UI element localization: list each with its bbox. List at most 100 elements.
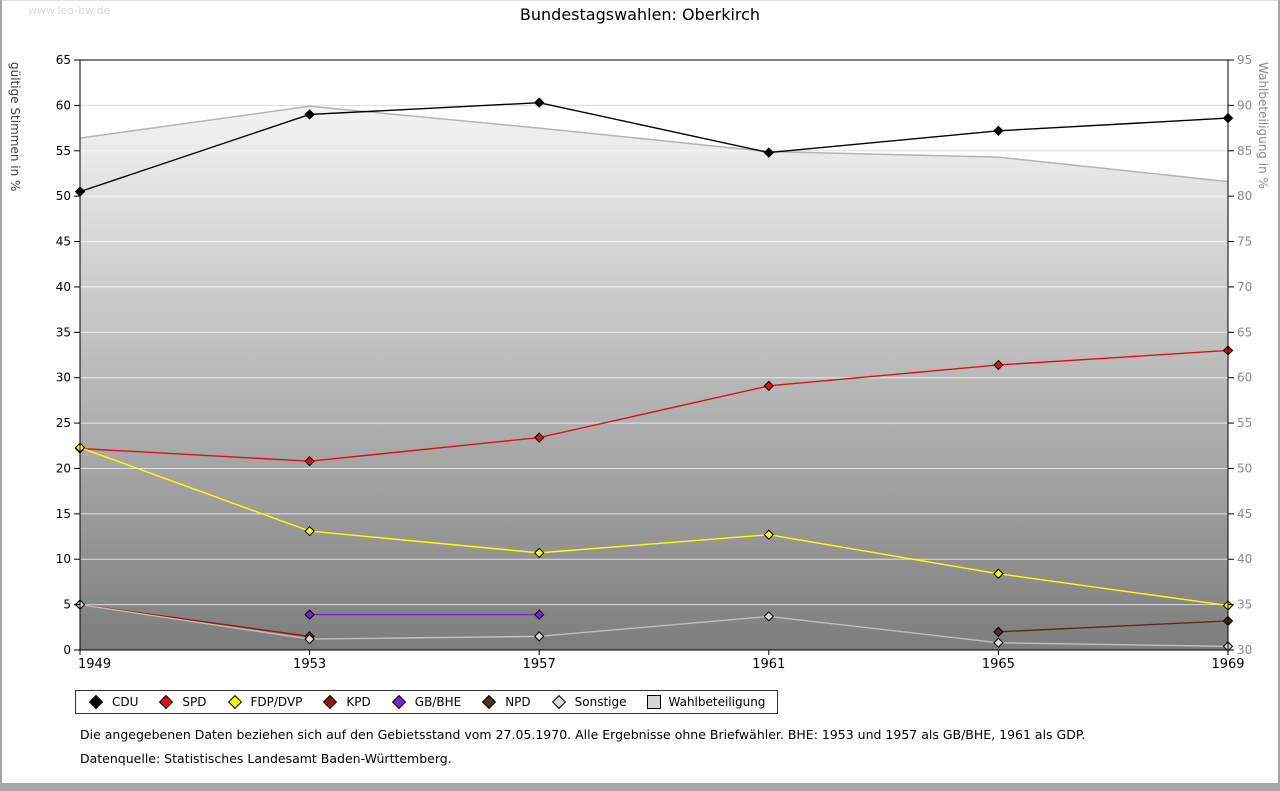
legend-label: Sonstige (574, 695, 627, 709)
legend-item-cdu: CDU (88, 694, 139, 710)
plot-border (79, 59, 1229, 651)
x-axis-labels: 1949 1953 1957 1961 1965 1969 (78, 657, 1245, 672)
svg-text:25: 25 (56, 416, 71, 430)
chart-legend: CDU SPD FDP/DVP KPD GB/BHE NPD Sonstige Wahlbet… (75, 690, 779, 714)
legend-swatch-diamond (551, 694, 566, 710)
marker-cdu (993, 125, 1004, 137)
legend-item-spd: SPD (158, 694, 207, 710)
marker-fdp-dvp (763, 529, 775, 540)
marker-npd (993, 626, 1004, 638)
legend-swatch-area (646, 695, 661, 709)
series-fdp-dvp (74, 442, 1234, 611)
svg-text:35: 35 (56, 325, 71, 339)
svg-text:35: 35 (1237, 598, 1252, 612)
marker-sonstige (993, 637, 1004, 648)
svg-text:10: 10 (56, 552, 71, 566)
svg-text:60: 60 (1237, 371, 1252, 385)
legend-item-fdp-dvp: FDP/DVP (227, 694, 303, 710)
marker-fdp-dvp (533, 547, 545, 559)
svg-text:55: 55 (56, 144, 71, 158)
left-axis-labels: 0 5 10 15 20 25 30 35 40 45 50 55 60 65 (56, 53, 71, 657)
svg-text:50: 50 (1237, 461, 1252, 475)
legend-label: Wahlbeteiligung (668, 695, 766, 709)
marker-fdp-dvp (304, 525, 315, 537)
marker-spd (533, 432, 545, 443)
svg-text:65: 65 (1237, 325, 1252, 339)
legend-item-gb-bhe: GB/BHE (391, 694, 462, 710)
legend-swatch-diamond (482, 694, 497, 710)
left-axis-title: gültige Stimmen in % (8, 62, 22, 191)
svg-text:50: 50 (56, 189, 71, 203)
svg-text:75: 75 (1237, 235, 1252, 249)
svg-text:1949: 1949 (78, 657, 111, 672)
marker-sonstige (304, 633, 315, 645)
marker-cdu (763, 147, 775, 158)
marker-sonstige (533, 631, 545, 642)
svg-text:30: 30 (56, 371, 71, 385)
svg-text:30: 30 (1237, 643, 1252, 657)
svg-text:65: 65 (56, 53, 71, 67)
svg-text:60: 60 (56, 98, 71, 112)
marker-spd (993, 359, 1004, 371)
series-gb-bhe (304, 609, 545, 620)
legend-item-wahlbeteiligung: Wahlbeteiligung (646, 695, 766, 709)
marker-fdp-dvp (993, 568, 1004, 579)
svg-text:85: 85 (1237, 144, 1252, 158)
marker-gb-bhe (304, 609, 315, 620)
legend-swatch-diamond (391, 694, 406, 710)
site-watermark: www.leo-bw.de (28, 4, 111, 17)
legend-label: KPD (346, 695, 371, 709)
svg-text:55: 55 (1237, 416, 1252, 430)
legend-label: CDU (112, 695, 139, 709)
page-border-bottom (0, 783, 1280, 791)
footnote-datenquelle: Datenquelle: Statistisches Landesamt Bad… (80, 751, 452, 766)
svg-text:0: 0 (63, 643, 71, 657)
footnote-gebietsstand: Die angegebenen Daten beziehen sich auf … (80, 727, 1086, 742)
svg-text:20: 20 (56, 461, 71, 475)
legend-item-kpd: KPD (322, 694, 371, 710)
legend-item-npd: NPD (481, 694, 531, 710)
svg-text:40: 40 (56, 280, 71, 294)
legend-label: GB/BHE (414, 695, 462, 709)
marker-cdu (533, 97, 545, 108)
svg-text:90: 90 (1237, 98, 1252, 112)
legend-swatch-diamond (88, 694, 104, 710)
svg-text:40: 40 (1237, 552, 1252, 566)
marker-sonstige (763, 611, 775, 622)
svg-text:45: 45 (56, 235, 71, 249)
page-border-top (0, 0, 1280, 1)
svg-text:80: 80 (1237, 189, 1252, 203)
svg-text:70: 70 (1237, 280, 1252, 294)
series-line-wahlbeteiligung (79, 105, 1229, 183)
series-spd (74, 345, 1234, 467)
legend-label: FDP/DVP (250, 695, 303, 709)
marker-gb-bhe (533, 609, 545, 620)
svg-text:95: 95 (1237, 53, 1252, 67)
gridlines-highlight (80, 150, 1228, 606)
marker-spd (763, 380, 775, 392)
election-line-chart: 0 5 10 15 20 25 30 35 40 45 50 55 60 65 30 35 40 45 50 55 60… (8, 53, 1270, 672)
axis-ticks (74, 59, 1234, 655)
right-axis-labels: 30 35 40 45 50 55 60 65 70 75 80 85 90 95 (1237, 53, 1252, 657)
svg-text:1961: 1961 (752, 657, 785, 672)
legend-item-sonstige: Sonstige (551, 694, 627, 710)
svg-text:1965: 1965 (982, 657, 1015, 672)
right-axis-title: Wahlbeteiligung in % (1256, 62, 1270, 189)
marker-spd (304, 455, 315, 467)
chart-title: Bundestagswahlen: Oberkirch (519, 5, 761, 24)
legend-swatch-diamond (159, 694, 174, 710)
legend-swatch-diamond (227, 694, 242, 710)
svg-text:45: 45 (1237, 507, 1252, 521)
page-border-right (1278, 0, 1280, 791)
svg-text:1957: 1957 (523, 657, 556, 672)
legend-swatch-diamond (323, 694, 338, 710)
svg-text:1953: 1953 (293, 657, 326, 672)
legend-label: NPD (505, 695, 531, 709)
svg-text:1969: 1969 (1211, 657, 1244, 672)
marker-cdu (304, 109, 315, 120)
svg-text:5: 5 (63, 598, 71, 612)
svg-text:15: 15 (56, 507, 71, 521)
page-border-left (0, 0, 2, 791)
legend-label: SPD (182, 695, 207, 709)
